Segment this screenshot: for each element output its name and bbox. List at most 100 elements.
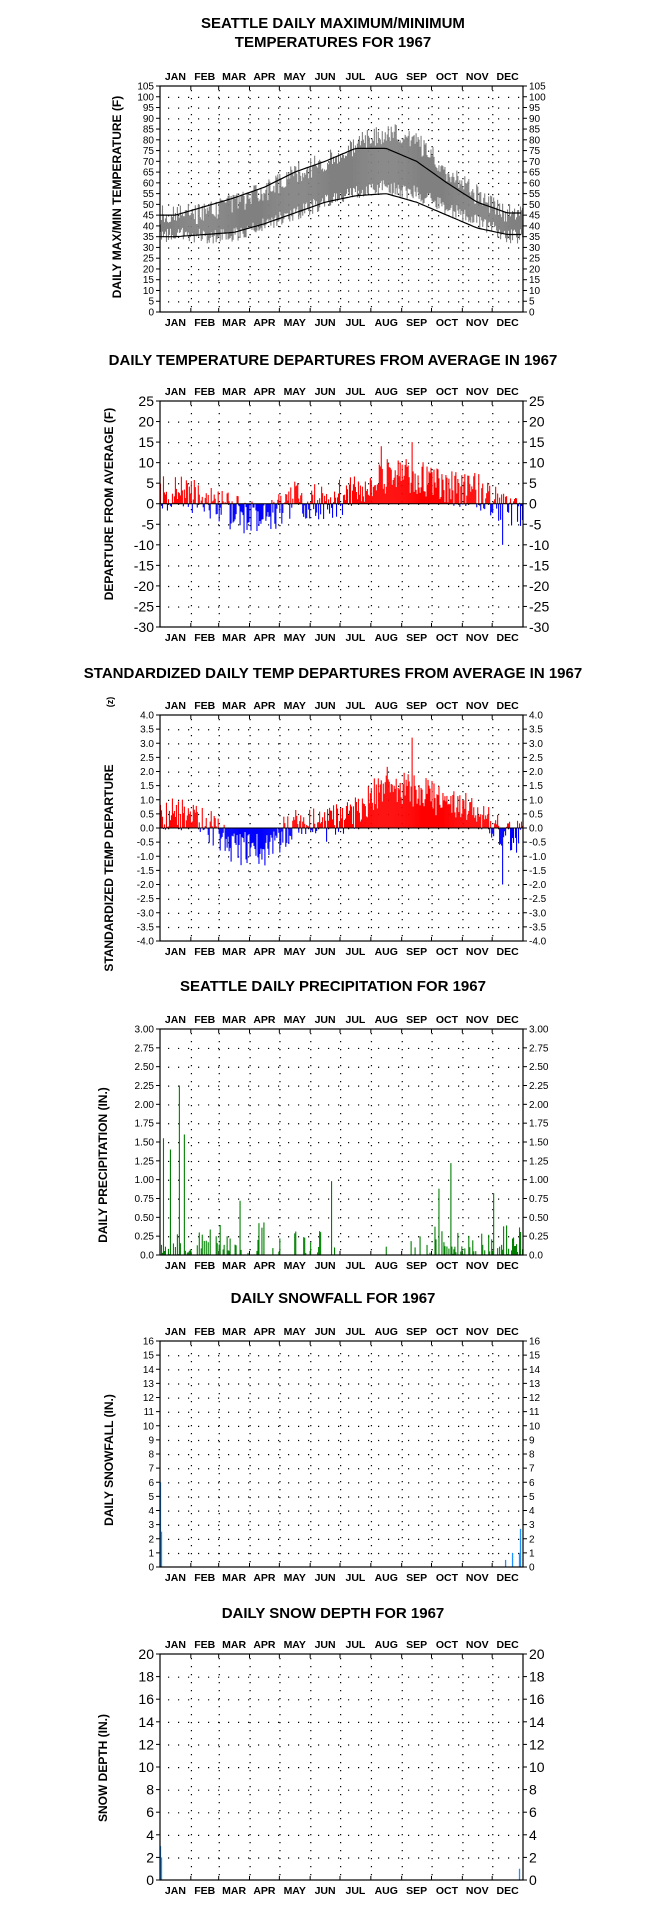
y-tick-label: 0 (529, 1872, 537, 1888)
plot-border (159, 400, 524, 628)
y-tick-label: 4 (529, 1827, 537, 1843)
month-label: JUN (315, 1014, 336, 1026)
month-label: JUL (346, 946, 366, 958)
y-tick-label: 0.50 (135, 1213, 155, 1224)
grid-dots (431, 405, 433, 623)
y-tick-label: -20 (529, 578, 549, 594)
grid-dots (310, 1033, 312, 1251)
y-tick-label: 5 (529, 475, 537, 491)
y-tick-label: 25 (143, 254, 155, 265)
chart-title: DAILY SNOW DEPTH FOR 1967 (222, 1605, 445, 1622)
month-label: OCT (436, 632, 459, 644)
month-label: JUL (346, 386, 366, 398)
snow-bars (159, 1482, 522, 1567)
y-tick-label: 85 (143, 125, 155, 136)
grid-dots (168, 1142, 520, 1144)
y-tick-label: 0.0 (140, 1251, 154, 1262)
y-axis-label: STANDARDIZED TEMP DEPARTURE (102, 764, 116, 971)
y-tick-label: 14 (138, 1714, 154, 1730)
month-label: OCT (436, 1260, 459, 1272)
y-tick-label: 60 (143, 178, 155, 189)
y-tick-label: 70 (529, 157, 541, 168)
month-label: DEC (496, 1014, 519, 1026)
y-tick-label: 1.5 (140, 781, 154, 792)
grid-dots (168, 421, 520, 423)
month-label: JAN (165, 700, 186, 712)
normal-high-line (160, 147, 521, 216)
month-label: MAR (222, 1326, 246, 1338)
month-label: OCT (436, 946, 459, 958)
y-tick-label: -15 (529, 557, 549, 573)
y-axis-label: DEPARTURE FROM AVERAGE (F) (102, 408, 116, 600)
month-label: FEB (194, 1014, 215, 1026)
panel-departure: DAILY TEMPERATURE DEPARTURES FROM AVERAG… (102, 352, 557, 644)
y-tick-label: 10 (143, 286, 155, 297)
y-tick-label: 3.5 (140, 725, 154, 736)
month-label: JUL (346, 1260, 366, 1272)
y-tick-label: 90 (529, 114, 541, 125)
month-label: AUG (375, 1572, 398, 1584)
y-axis-label: SNOW DEPTH (IN.) (96, 1714, 110, 1822)
month-label: MAR (222, 1260, 246, 1272)
month-label: DEC (496, 317, 519, 329)
month-label: OCT (436, 386, 459, 398)
month-label: NOV (466, 1326, 489, 1338)
grid-dots (190, 1345, 193, 1563)
y-tick-label: 55 (529, 189, 541, 200)
plot-snowdepth: 0 0 2 2 4 4 6 6 8 8 10 10 12 12 14 14 16 16 18 18 20 20 JAN JAN… (138, 1639, 544, 1897)
grid-dots (340, 1345, 342, 1563)
grid-dots (279, 1033, 281, 1251)
grid-dots (168, 1496, 520, 1498)
y-tick-label: 14 (529, 1714, 545, 1730)
y-tick-label: 85 (529, 125, 541, 136)
grid-dots (462, 1345, 464, 1563)
y-tick-label: 5 (146, 475, 154, 491)
y-tick-label: 8 (529, 1782, 537, 1798)
y-tick-label: 4.0 (140, 711, 154, 722)
y-tick-label: 95 (529, 103, 541, 114)
month-label: SEP (406, 317, 427, 329)
y-tick-label: 7 (148, 1464, 154, 1475)
y-tick-label: 9 (529, 1435, 535, 1446)
month-label: AUG (375, 632, 398, 644)
grid-dots (168, 524, 520, 526)
y-tick-label: 3.00 (529, 1025, 549, 1036)
month-label: APR (253, 1639, 276, 1651)
chart-title: TEMPERATURES FOR 1967 (235, 34, 431, 51)
month-label: APR (253, 632, 276, 644)
y-tick-label: -2.0 (137, 880, 155, 891)
month-label: JAN (165, 1260, 186, 1272)
y-tick-label: 80 (529, 135, 541, 146)
grid-dots (168, 161, 520, 163)
month-label: MAR (222, 946, 246, 958)
month-label: JAN (165, 317, 186, 329)
y-tick-label: 2.25 (529, 1081, 549, 1092)
month-label: AUG (375, 386, 398, 398)
y-tick-label: -20 (134, 578, 154, 594)
y-tick-label: 15 (529, 1351, 541, 1362)
grid-dots (168, 771, 520, 773)
y-tick-label: -3.0 (137, 908, 155, 919)
y-tick-label: -0.5 (137, 838, 155, 849)
grid-dots (370, 405, 373, 623)
grid-dots (168, 247, 520, 249)
departure-bars (159, 737, 524, 885)
y-tick-label: 4 (146, 1827, 154, 1843)
y-tick-label: 5 (529, 1492, 535, 1503)
grid-dots (492, 1658, 494, 1876)
grid-dots (168, 96, 520, 98)
month-label: MAY (284, 317, 306, 329)
y-tick-label: 0 (148, 308, 154, 319)
y-tick-label: -25 (529, 598, 549, 614)
y-tick-label: 0.0 (140, 824, 154, 835)
plot-border (159, 1340, 524, 1568)
chart-title: DAILY SNOWFALL FOR 1967 (231, 1290, 436, 1307)
y-tick-label: 4.0 (529, 711, 543, 722)
grid-dots (168, 1383, 520, 1385)
y-tick-label: 3 (529, 1520, 535, 1531)
y-tick-label: 1.0 (529, 795, 543, 806)
y-tick-label: 2 (529, 1534, 535, 1545)
month-label: DEC (496, 946, 519, 958)
grid-dots (168, 442, 520, 444)
y-tick-label: 10 (529, 455, 545, 471)
